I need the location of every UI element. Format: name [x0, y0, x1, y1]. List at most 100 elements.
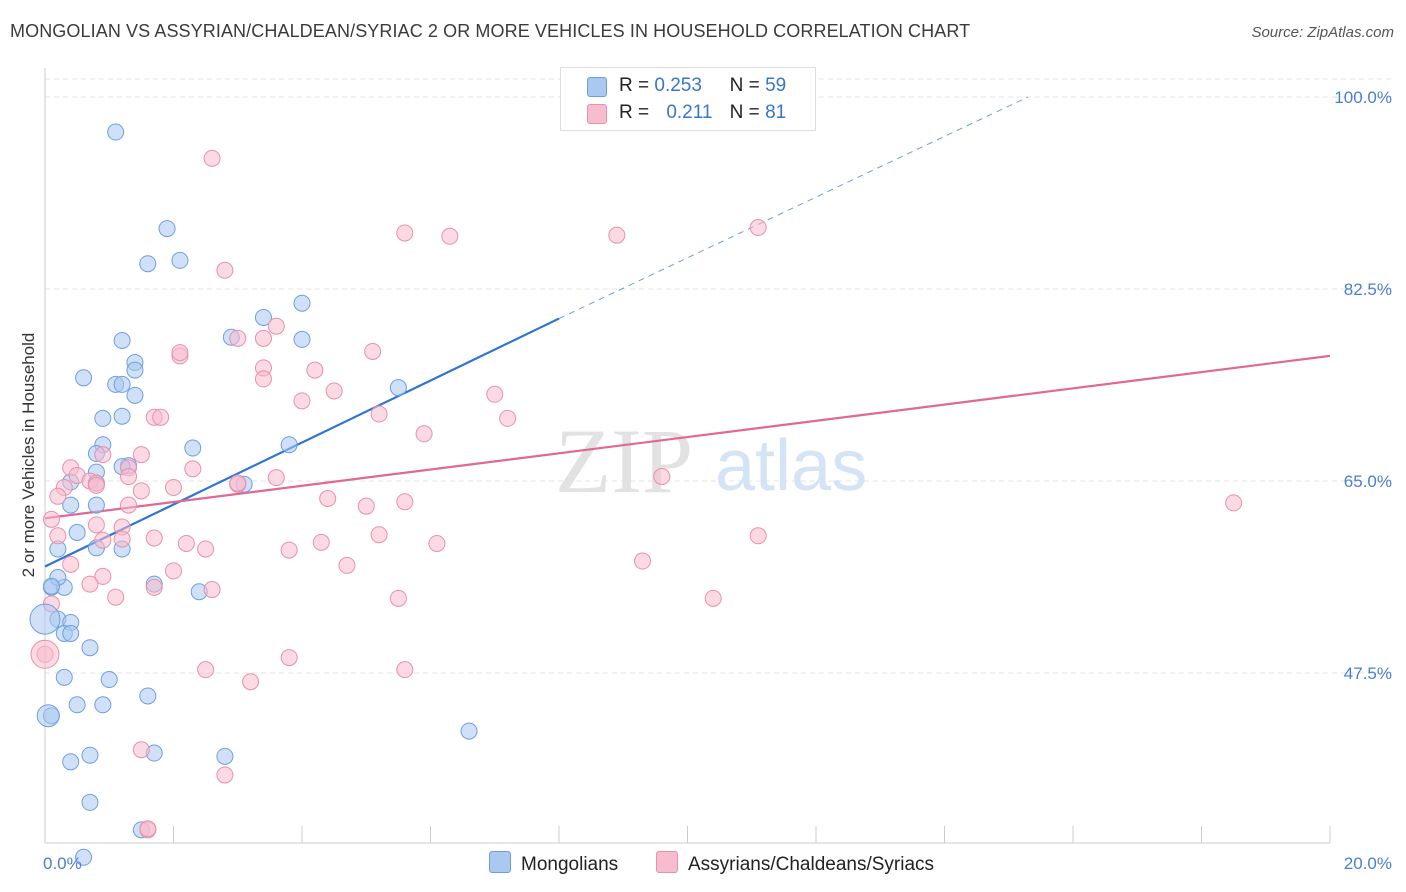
- point-mongolians: [87, 496, 105, 514]
- point-assyrians: [396, 493, 414, 511]
- point-mongolians: [389, 379, 407, 397]
- point-assyrians: [749, 527, 767, 545]
- bottom-legend-swatch-blue: [489, 851, 511, 873]
- point-mongolians: [184, 439, 202, 457]
- point-assyrians: [165, 479, 182, 497]
- trend-line-mongolians: [44, 317, 560, 568]
- point-assyrians: [132, 446, 150, 464]
- point-mongolians: [293, 294, 311, 312]
- point-assyrians: [94, 567, 112, 585]
- point-mongolians: [280, 436, 298, 454]
- point-mongolians: [42, 577, 60, 595]
- bottom-legend-label: Assyrians/Chaldeans/Syriacs: [688, 854, 935, 875]
- point-assyrians: [229, 474, 247, 492]
- point-mongolians: [113, 332, 131, 350]
- point-assyrians: [184, 460, 202, 478]
- point-assyrians: [415, 425, 433, 443]
- point-assyrians: [87, 516, 105, 534]
- point-mongolians: [107, 123, 125, 141]
- point-assyrians: [49, 527, 67, 545]
- point-assyrians: [396, 224, 414, 242]
- point-assyrians: [293, 392, 311, 410]
- point-assyrians: [132, 482, 150, 500]
- trend-lines: [44, 96, 1331, 568]
- point-assyrians: [396, 661, 414, 679]
- point-assyrians: [370, 405, 388, 423]
- point-mongolians-cluster: [29, 603, 61, 635]
- point-assyrians: [132, 741, 150, 759]
- point-assyrians: [325, 382, 343, 400]
- tick-labels: 47.5% 65.0% 82.5% 100.0% 0.0% 20.0%: [43, 88, 1392, 873]
- point-assyrians: [87, 476, 105, 494]
- point-assyrians: [94, 446, 112, 464]
- point-mongolians: [139, 687, 157, 705]
- bottom-legend-mongolians: Mongolians: [489, 851, 618, 876]
- point-assyrians: [364, 342, 382, 360]
- legend-r-label: R =: [619, 102, 650, 123]
- point-mongolians: [171, 251, 189, 269]
- point-mongolians: [81, 793, 99, 811]
- point-mongolians: [100, 671, 118, 689]
- point-assyrians-cluster: [30, 639, 60, 669]
- point-assyrians: [203, 149, 221, 167]
- point-assyrians: [152, 408, 170, 426]
- legend-n-value: 59: [765, 75, 787, 96]
- y-axis-label: 2 or more Vehicles in Household: [19, 333, 38, 578]
- point-mongolians: [158, 220, 176, 238]
- point-mongolians: [81, 639, 99, 657]
- point-assyrians: [608, 226, 626, 244]
- point-mongolians: [68, 524, 86, 542]
- legend-r-label: R =: [619, 75, 650, 96]
- point-assyrians: [145, 578, 163, 596]
- legend-swatch-blue: [587, 77, 607, 97]
- point-assyrians: [357, 497, 375, 515]
- point-assyrians: [42, 510, 60, 528]
- trend-line-assyrians: [44, 354, 1331, 520]
- point-mongolians: [113, 375, 131, 393]
- point-assyrians: [254, 370, 272, 388]
- point-assyrians: [441, 227, 459, 245]
- bottom-legend-swatch-pink: [656, 851, 678, 873]
- point-assyrians: [312, 533, 330, 551]
- trend-line-mongolians-projection: [558, 96, 1029, 320]
- point-assyrians: [229, 329, 247, 347]
- point-mongolians: [62, 496, 80, 514]
- data-points: [29, 123, 1243, 866]
- point-assyrians: [94, 531, 112, 549]
- point-assyrians: [319, 489, 337, 507]
- point-assyrians: [749, 219, 767, 237]
- legend: R = 0.253 N = 59 R = 0.211 N = 81: [560, 67, 816, 131]
- point-assyrians: [81, 575, 99, 593]
- point-mongolians: [126, 361, 144, 379]
- point-mongolians: [94, 409, 112, 427]
- point-assyrians: [338, 556, 356, 574]
- legend-n-label: N =: [729, 75, 760, 96]
- point-assyrians: [203, 581, 221, 599]
- point-mongolians: [81, 746, 99, 764]
- x-tick-label: 0.0%: [43, 854, 82, 873]
- gridlines: [45, 78, 1392, 674]
- y-tick-label: 47.5%: [1344, 664, 1392, 683]
- point-assyrians: [370, 526, 388, 544]
- point-assyrians: [242, 673, 260, 691]
- point-mongolians: [94, 696, 112, 714]
- point-assyrians: [254, 329, 272, 347]
- point-assyrians: [267, 469, 285, 487]
- point-mongolians-cluster: [36, 704, 60, 728]
- point-mongolians: [75, 848, 93, 866]
- point-assyrians: [120, 468, 138, 486]
- watermark-atlas: atlas: [715, 426, 867, 506]
- point-mongolians: [68, 696, 86, 714]
- point-assyrians: [177, 534, 195, 552]
- point-mongolians: [62, 624, 80, 642]
- chart-title: MONGOLIAN VS ASSYRIAN/CHALDEAN/SYRIAC 2 …: [10, 21, 971, 41]
- point-assyrians: [306, 361, 324, 379]
- point-assyrians: [653, 468, 671, 486]
- point-assyrians: [62, 555, 80, 573]
- y-tick-label: 65.0%: [1344, 472, 1392, 491]
- point-assyrians: [634, 552, 652, 570]
- point-assyrians: [120, 496, 138, 514]
- watermark-zip: ZIP: [555, 410, 693, 512]
- point-mongolians: [62, 753, 80, 771]
